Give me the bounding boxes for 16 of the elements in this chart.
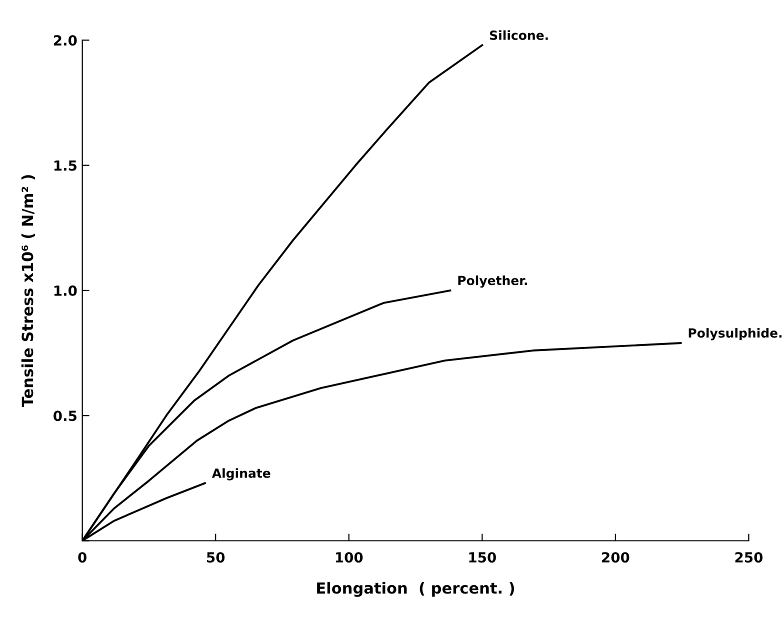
x-tick-label: 100: [336, 552, 363, 563]
x-tick-label: 250: [735, 552, 763, 563]
x-axis-title: Elongation ( percent. ): [317, 582, 514, 597]
series-label: Alginate: [212, 468, 270, 480]
y-axis-title: Tensile Stress x10⁶ ( N/m² ): [21, 175, 36, 408]
y-tick-label: 1.0: [54, 285, 77, 296]
y-tick-label: 0.5: [54, 410, 76, 422]
series-label: Polyether.: [458, 275, 527, 288]
x-tick-label: 50: [207, 552, 225, 563]
y-tick-label: 2.0: [54, 35, 77, 46]
x-tick-label: 200: [602, 552, 630, 563]
series-label: Polysulphide.: [688, 328, 782, 340]
x-tick-label: 0: [78, 552, 86, 563]
series-label: Silicone.: [490, 30, 548, 40]
x-tick-label: 150: [469, 552, 496, 563]
y-tick-label: 1.5: [54, 160, 76, 171]
